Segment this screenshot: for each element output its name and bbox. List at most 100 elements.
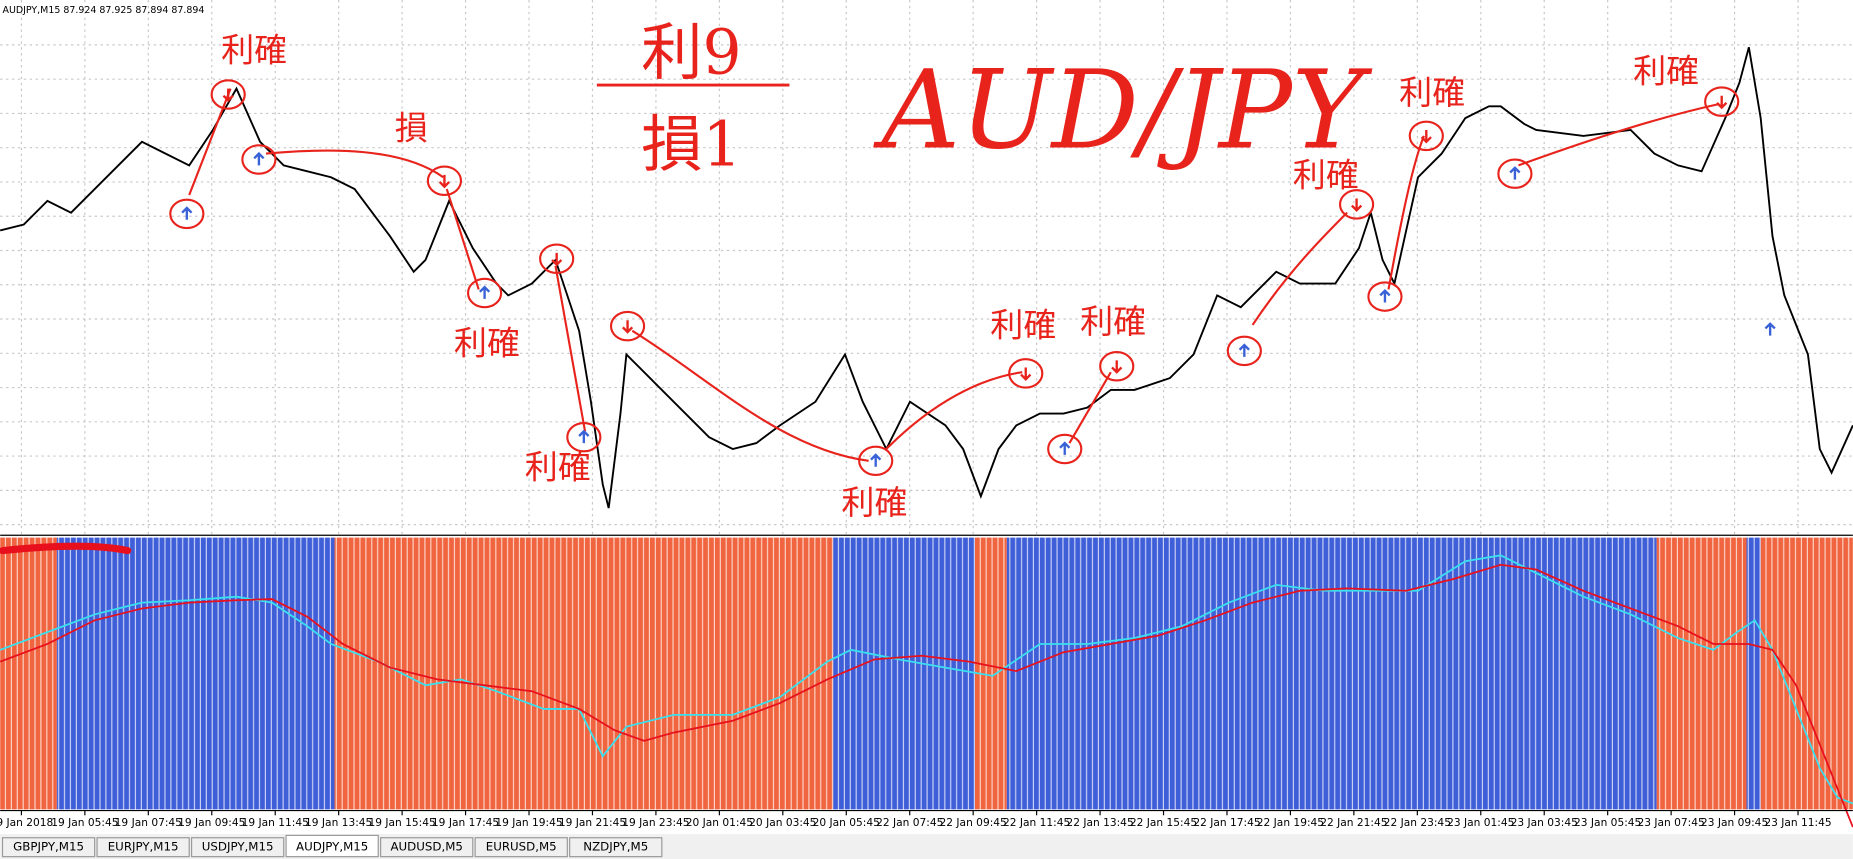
indicator-band [0,537,57,810]
time-label: 23 Jan 05:45 [1574,816,1641,829]
tab[interactable] [1,837,96,858]
time-label: 22 Jan 15:45 [1130,816,1197,829]
time-label: 19 Jan 11:45 [242,816,309,829]
tab[interactable] [380,837,474,858]
price-trace [0,47,1853,509]
tab-label[interactable]: EURUSD,M5 [486,840,557,854]
time-label: 19 Jan 21:45 [559,816,626,829]
signal-arrow [1764,322,1776,336]
time-label: 19 Jan 17:45 [432,816,499,829]
time-label: 23 Jan 07:45 [1637,816,1704,829]
hand-circle [241,144,277,175]
grid [0,0,1853,535]
time-label: 22 Jan 11:45 [1003,816,1070,829]
signal-arrow [551,252,563,267]
hand-circle [566,421,602,453]
time-label: 20 Jan 01:45 [686,816,753,829]
time-label: 23 Jan 01:45 [1447,816,1514,829]
signal-arrow [870,453,882,467]
hand-circle [1099,351,1135,382]
indicator-band [833,537,975,810]
time-label: 22 Jan 07:45 [876,816,943,829]
scribble [0,542,132,555]
signal-arrow [1420,129,1432,144]
indicator-slow [0,563,1853,828]
tab-label[interactable]: AUDJPY,M15 [296,840,368,854]
signal-arrow [253,151,265,166]
tab[interactable] [96,837,190,858]
indicator-bands [0,537,1853,810]
tab[interactable] [569,837,663,858]
hand-note: 損 [395,108,428,147]
tab-label[interactable]: NZDJPY,M5 [583,840,648,854]
tab[interactable] [285,834,379,858]
time-label: 19 Jan 09:45 [178,816,245,829]
time-label: 20 Jan 05:45 [813,816,880,829]
hand-note: 利確 [221,30,287,69]
signal-arrow [1020,367,1032,381]
signal-arrow [438,174,450,189]
hand-circle [1226,335,1262,367]
hand-circle [858,445,894,477]
hand-note: 利確 [841,483,907,522]
time-label: 22 Jan 23:45 [1384,816,1451,829]
ratio-profit: 利9 [641,17,742,88]
time-label: 23 Jan 09:45 [1701,816,1768,829]
hand-note: 利確 [990,306,1056,345]
time-label: 23 Jan 11:45 [1764,816,1831,829]
signal-arrow [1351,198,1363,212]
hand-circle [1008,358,1044,389]
signal-arrow [1111,360,1123,374]
time-label: 19 Jan 07:45 [115,816,182,829]
ratio-loss: 損1 [641,109,742,180]
time-label: 19 Jan 2018 [0,816,54,829]
signal-arrow [181,206,193,220]
signal-arrow [578,429,590,444]
tab-label[interactable]: GBPJPY,M15 [13,840,84,854]
signal-arrow [622,320,634,334]
indicator-band [1746,537,1761,810]
pair-label: AUD/JPY [872,47,1373,174]
time-label: 19 Jan 19:45 [495,816,562,829]
signal-arrow [1716,95,1728,110]
time-label: 22 Jan 19:45 [1257,816,1324,829]
hand-circle [1704,86,1740,117]
indicator-band [1656,537,1747,810]
tab-bar: GBPJPY,M15 EURJPY,M15 USDJPY,M15 AUDJPY,M15… [0,834,1853,859]
tab-label[interactable]: EURJPY,M15 [108,840,179,854]
hand-circle [210,79,246,110]
signal-arrow [222,88,234,103]
time-label: 20 Jan 03:45 [749,816,816,829]
indicator-fast [0,554,1853,805]
tab-label[interactable]: AUDUSD,M5 [390,840,462,854]
indicator-band [1760,537,1853,810]
time-label: 19 Jan 05:45 [51,816,118,829]
signal-arrow [479,285,491,299]
indicator-band [56,537,335,810]
hand-note: 利確 [1633,52,1699,91]
hand-circle [1047,433,1083,465]
time-label: 23 Jan 03:45 [1511,816,1578,829]
hand-circle [1338,189,1375,220]
tab[interactable] [190,837,285,858]
hand-circle [609,310,646,342]
tab[interactable] [474,837,568,858]
time-label: 22 Jan 21:45 [1320,816,1387,829]
hand-note: 利確 [1293,156,1359,195]
time-label: 19 Jan 13:45 [305,816,372,829]
symbol-info: AUDJPY,M15 87.924 87.925 87.894 87.894 [3,5,205,16]
hand-note: 利確 [525,448,591,487]
tab-label[interactable]: USDJPY,M15 [202,840,274,854]
time-label: 19 Jan 15:45 [368,816,435,829]
time-label: 22 Jan 09:45 [940,816,1007,829]
time-label: 22 Jan 13:45 [1066,816,1133,829]
hand-circle [426,165,463,197]
signal-arrow [1379,288,1391,303]
hand-circle [169,198,205,230]
hand-circle [466,277,503,309]
hand-note: 利確 [1399,73,1465,112]
signal-arrow [1509,166,1521,180]
hand-circle [1408,120,1444,152]
